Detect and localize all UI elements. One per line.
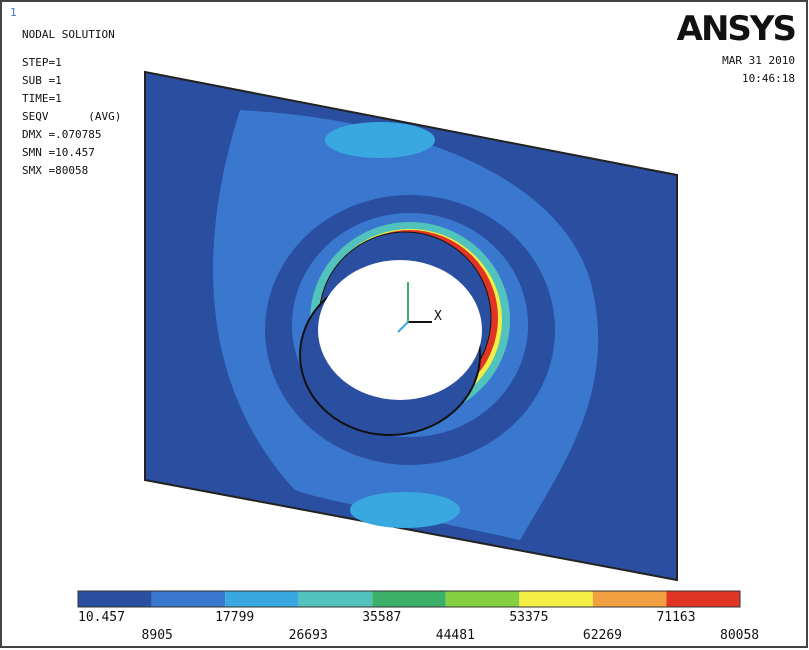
legend-swatch: [666, 591, 740, 607]
window-number: 1: [10, 6, 17, 19]
info-line: SUB =1: [22, 74, 62, 87]
legend-swatch: [519, 591, 593, 607]
logo: ANSYS: [677, 9, 795, 49]
legend-swatch: [372, 591, 446, 607]
stress-zone: [350, 492, 460, 528]
legend-swatch: [299, 591, 373, 607]
legend-swatch: [446, 591, 520, 607]
legend-label: 35587: [362, 610, 401, 625]
legend-label: 62269: [583, 628, 622, 643]
legend-label: 71163: [656, 610, 695, 625]
legend-label: 10.457: [78, 610, 125, 625]
legend-swatch: [225, 591, 299, 607]
legend-label: 53375: [509, 610, 548, 625]
date: MAR 31 2010: [722, 54, 795, 67]
info-line: STEP=1: [22, 56, 62, 69]
info-line: SMX =80058: [22, 164, 88, 177]
info-title: NODAL SOLUTION: [22, 28, 115, 41]
legend-swatch: [78, 591, 152, 607]
legend-label: 26693: [289, 628, 328, 643]
triad-x-label: X: [434, 309, 442, 324]
ansys-window: 1 NODAL SOLUTION STEP=1 SUB =1 TIME=1 SEQV …: [0, 0, 809, 650]
page: 1 NODAL SOLUTION STEP=1 SUB =1 TIME=1 SEQV …: [0, 0, 809, 650]
info-line: SEQV (AVG): [22, 110, 121, 123]
legend-label: 80058: [720, 628, 759, 643]
legend-label: 44481: [436, 628, 475, 643]
time: 10:46:18: [742, 72, 795, 85]
info-line: SMN =10.457: [22, 146, 95, 159]
legend-swatch: [152, 591, 226, 607]
info-line: TIME=1: [22, 92, 62, 105]
stress-zone: [325, 122, 435, 158]
legend-swatch: [593, 591, 667, 607]
info-line: DMX =.070785: [22, 128, 101, 141]
legend-label: 17799: [215, 610, 254, 625]
legend-label: 8905: [142, 628, 173, 643]
